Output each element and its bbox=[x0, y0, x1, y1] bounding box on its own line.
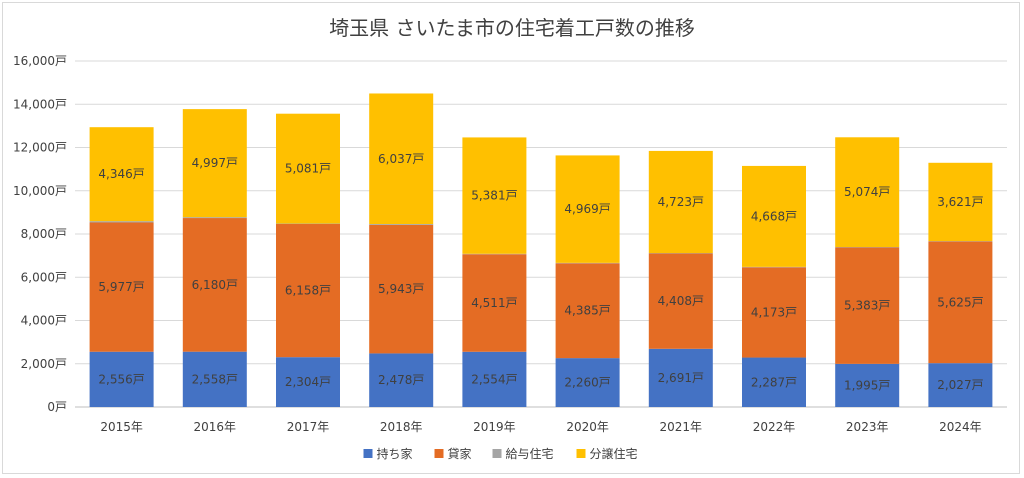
data-label: 5,081戸 bbox=[285, 162, 331, 176]
data-label: 4,969戸 bbox=[564, 202, 610, 216]
bar-segment bbox=[742, 357, 806, 407]
bar-segment bbox=[182, 217, 247, 219]
legend-label: 持ち家 bbox=[377, 446, 413, 461]
y-tick-label: 10,000戸 bbox=[13, 184, 67, 198]
x-tick-label: 2015年 bbox=[100, 420, 143, 434]
data-label: 2,558戸 bbox=[192, 372, 238, 386]
data-label: 4,511戸 bbox=[471, 296, 517, 310]
x-tick-label: 2022年 bbox=[753, 420, 796, 434]
data-label: 1,995戸 bbox=[844, 378, 890, 392]
legend-swatch bbox=[363, 449, 373, 458]
bar-segment bbox=[276, 224, 340, 358]
bar-segment bbox=[89, 222, 154, 352]
x-tick-label: 2023年 bbox=[846, 420, 889, 434]
data-label: 4,997戸 bbox=[192, 156, 238, 170]
x-tick-label: 2017年 bbox=[287, 420, 330, 434]
x-tick-label: 2020年 bbox=[566, 420, 609, 434]
bar-segment bbox=[928, 241, 993, 364]
y-tick-label: 14,000戸 bbox=[13, 97, 67, 111]
bar-segment bbox=[369, 224, 434, 354]
bar-segment bbox=[742, 267, 806, 358]
bar-segment bbox=[182, 109, 247, 218]
x-tick-label: 2024年 bbox=[939, 420, 982, 434]
y-tick-label: 8,000戸 bbox=[21, 227, 67, 241]
data-label: 3,621戸 bbox=[937, 195, 983, 209]
bar-segment bbox=[555, 358, 620, 407]
legend-swatch bbox=[492, 449, 502, 458]
legend-label: 分譲住宅 bbox=[590, 446, 638, 461]
bar-segment bbox=[648, 348, 713, 407]
data-label: 6,180戸 bbox=[192, 278, 238, 292]
data-label: 2,260戸 bbox=[564, 376, 610, 390]
bar-segment bbox=[369, 353, 434, 407]
bar-segment bbox=[648, 150, 713, 254]
bar-segment bbox=[276, 357, 340, 407]
data-label: 2,691戸 bbox=[658, 371, 704, 385]
x-tick-label: 2021年 bbox=[660, 420, 703, 434]
bar-segment bbox=[89, 351, 154, 407]
bar-segment bbox=[182, 218, 247, 352]
stacked-bar-chart: 埼玉県 さいたま市の住宅着工戸数の推移 0戸 2,000戸 4,000戸 6,000戸… bbox=[13, 16, 1007, 461]
data-label: 4,723戸 bbox=[658, 195, 704, 209]
bars bbox=[89, 93, 993, 407]
data-label: 4,385戸 bbox=[564, 304, 610, 318]
bar-segment bbox=[462, 137, 527, 254]
data-label: 6,158戸 bbox=[285, 284, 331, 298]
bar-segment bbox=[182, 351, 247, 407]
data-label: 5,074戸 bbox=[844, 185, 890, 199]
y-tick-label: 16,000戸 bbox=[13, 54, 67, 68]
data-label: 4,346戸 bbox=[98, 167, 144, 181]
y-tick-label: 4,000戸 bbox=[21, 314, 67, 328]
bar-segment bbox=[369, 93, 434, 225]
legend: 持ち家 貸家 給与住宅 分譲住宅 bbox=[363, 446, 638, 461]
data-label: 6,037戸 bbox=[378, 152, 424, 166]
data-label: 2,554戸 bbox=[471, 372, 517, 386]
y-tick-label: 0戸 bbox=[47, 400, 67, 414]
legend-swatch bbox=[576, 449, 586, 458]
bar-segment bbox=[369, 224, 434, 225]
bar-segment bbox=[742, 165, 806, 267]
data-label: 2,287戸 bbox=[751, 375, 797, 389]
bar-segment bbox=[555, 263, 620, 359]
data-label: 4,173戸 bbox=[751, 305, 797, 319]
chart-title: 埼玉県 さいたま市の住宅着工戸数の推移 bbox=[329, 16, 695, 40]
data-label: 4,408戸 bbox=[658, 294, 704, 308]
data-label: 2,556戸 bbox=[98, 372, 144, 386]
data-label: 2,027戸 bbox=[937, 378, 983, 392]
bar-segment bbox=[462, 254, 527, 352]
bar-segment bbox=[89, 221, 154, 223]
y-tick-label: 12,000戸 bbox=[13, 141, 67, 155]
legend-label: 貸家 bbox=[448, 446, 472, 461]
data-label: 2,478戸 bbox=[378, 373, 424, 387]
x-tick-label: 2019年 bbox=[473, 420, 516, 434]
bar-segment bbox=[648, 253, 713, 349]
bar-segment bbox=[555, 155, 620, 263]
data-label: 4,668戸 bbox=[751, 209, 797, 223]
bar-segment bbox=[462, 351, 527, 407]
bar-segment bbox=[835, 247, 900, 364]
x-tick-label: 2016年 bbox=[194, 420, 237, 434]
data-labels: 2,556戸 5,977戸 4,346戸 2,558戸 6,180戸 4,997戸 2,30… bbox=[98, 152, 983, 393]
bar-segment bbox=[928, 363, 993, 407]
data-label: 2,304戸 bbox=[285, 375, 331, 389]
data-label: 5,625戸 bbox=[937, 295, 983, 309]
data-label: 5,977戸 bbox=[98, 280, 144, 294]
bar-segment bbox=[89, 127, 154, 222]
x-tick-label: 2018年 bbox=[380, 420, 423, 434]
bar-segment bbox=[928, 162, 993, 242]
y-axis-ticks: 0戸 2,000戸 4,000戸 6,000戸 8,000戸 10,000戸 12,000戸… bbox=[13, 54, 67, 414]
legend-swatch bbox=[434, 449, 444, 458]
bar-segment bbox=[835, 137, 900, 248]
data-label: 5,383戸 bbox=[844, 299, 890, 313]
legend-label: 給与住宅 bbox=[506, 446, 554, 461]
y-tick-label: 2,000戸 bbox=[21, 357, 67, 371]
x-axis-ticks: 2015年 2016年 2017年 2018年 2019年 2020年 2021年 2022年… bbox=[100, 420, 981, 434]
bar-segment bbox=[276, 113, 340, 224]
data-label: 5,943戸 bbox=[378, 282, 424, 296]
bar-segment bbox=[835, 363, 900, 407]
y-tick-label: 6,000戸 bbox=[21, 270, 67, 284]
data-label: 5,381戸 bbox=[471, 189, 517, 203]
